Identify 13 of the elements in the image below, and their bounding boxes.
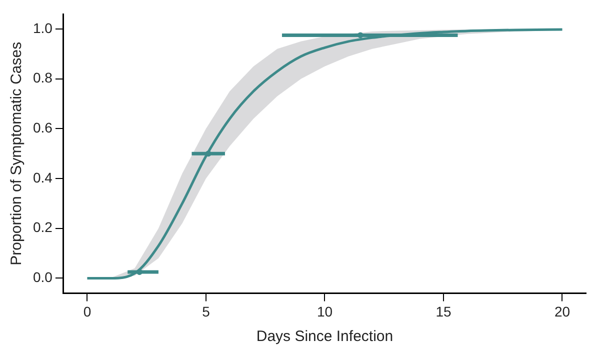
x-axis-title: Days Since Infection (256, 328, 394, 346)
y-tick-label: 0.0 (32, 269, 53, 286)
x-tick-label: 20 (554, 303, 570, 320)
x-tick-label: 10 (316, 303, 333, 320)
x-tick-label: 15 (436, 303, 452, 320)
y-tick-label: 0.4 (32, 169, 53, 186)
y-tick-label: 0.2 (32, 219, 53, 236)
y-axis-title: Proportion of Symptomatic Cases (8, 42, 26, 266)
x-tick-label: 0 (83, 303, 92, 320)
y-tick-label: 0.8 (32, 70, 53, 86)
x-tick-label: 5 (202, 303, 210, 320)
y-tick-label: 1.0 (32, 20, 53, 36)
y-tick-label: 0.6 (32, 120, 53, 136)
